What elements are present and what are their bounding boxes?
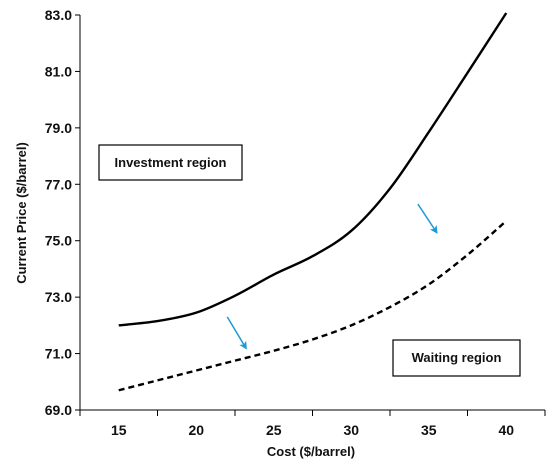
y-tick-label: 83.0 xyxy=(45,7,72,23)
waiting-region-box xyxy=(392,339,521,377)
y-tick-label: 73.0 xyxy=(45,289,72,305)
x-tick-label: 30 xyxy=(343,422,359,438)
y-tick-label: 75.0 xyxy=(45,233,72,249)
x-tick-label: 20 xyxy=(188,422,204,438)
x-tick-label: 40 xyxy=(498,422,514,438)
series-layer xyxy=(118,12,508,392)
y-axis-title: Current Price ($/barrel) xyxy=(14,142,29,284)
axes: 69.0 71.0 73.0 75.0 77.0 79.0 81.0 83.0 15 20 25 30… xyxy=(45,7,546,438)
arrow-layer xyxy=(226,203,438,350)
y-tick-label: 77.0 xyxy=(45,176,72,192)
y-tick-label: 81.0 xyxy=(45,63,72,79)
y-tick-label: 79.0 xyxy=(45,120,72,136)
series-line-investment_threshold xyxy=(118,12,508,327)
y-tick-label: 71.0 xyxy=(45,346,72,362)
investment-region-box xyxy=(98,144,243,181)
x-tick-label: 15 xyxy=(111,422,127,438)
annotation-layer: Investment region Waiting region xyxy=(98,144,521,377)
x-tick-label: 25 xyxy=(266,422,282,438)
x-tick-label: 35 xyxy=(421,422,437,438)
x-axis-title: Cost ($/barrel) xyxy=(267,444,355,459)
waiting-region-label: Waiting region xyxy=(412,350,502,365)
series-line-waiting_threshold xyxy=(118,220,508,392)
arrow-right-icon xyxy=(417,203,438,234)
arrow-left-icon xyxy=(226,316,247,350)
y-tick-label: 69.0 xyxy=(45,402,72,418)
investment-region-label: Investment region xyxy=(115,155,227,170)
